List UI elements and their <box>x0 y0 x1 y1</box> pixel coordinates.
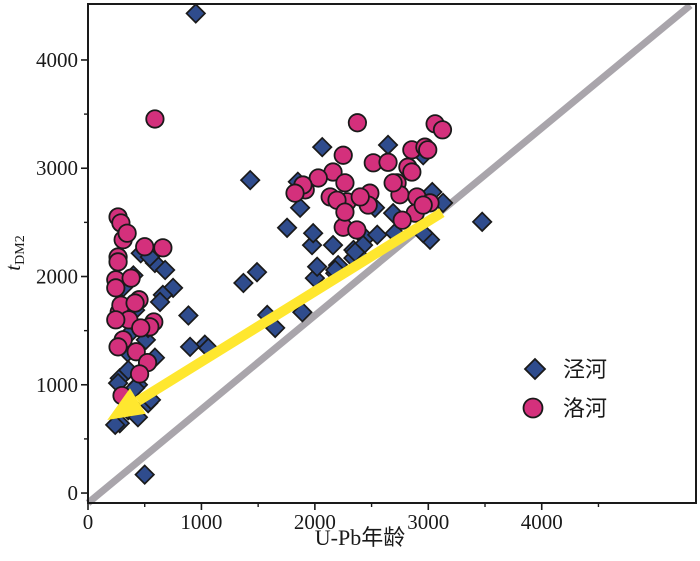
x-tick-label: 0 <box>83 510 94 534</box>
legend: 泾河 洛河 <box>522 357 607 421</box>
plot-frame <box>87 3 697 504</box>
legend-item-luohe: 洛河 <box>522 396 607 421</box>
data-point-diamond <box>185 3 207 24</box>
data-point-diamond <box>246 261 268 283</box>
data-point-circle <box>333 145 353 165</box>
series-jinghe <box>104 3 493 486</box>
data-point-circle <box>131 318 151 338</box>
data-point-circle <box>432 120 453 140</box>
data-point-diamond <box>179 336 201 358</box>
trend-arrow-head <box>107 388 146 420</box>
data-point-circle <box>130 364 150 384</box>
y-tick-label: 0 <box>68 481 79 505</box>
data-point-diamond <box>104 414 126 436</box>
x-axis-label: U-Pb年龄 <box>315 525 405 550</box>
plot-frame-layer <box>87 3 697 504</box>
data-point-circle <box>335 202 355 222</box>
data-point-diamond <box>276 217 298 239</box>
y-axis-label-main: t <box>1 264 25 271</box>
data-point-circle <box>402 162 422 182</box>
series-luohe <box>106 109 453 406</box>
diamond-marker-icon <box>523 357 547 381</box>
data-point-diamond <box>471 211 493 233</box>
data-point-circle <box>285 183 305 203</box>
data-point-diamond <box>366 224 388 246</box>
data-point-diamond <box>233 272 254 294</box>
data-point-diamond <box>306 256 328 278</box>
x-tick-label: 3000 <box>407 510 449 534</box>
data-point-circle <box>378 152 398 172</box>
data-point-circle <box>392 210 412 230</box>
data-point-diamond <box>377 134 399 156</box>
trend-arrow-shaft <box>135 208 445 406</box>
data-point-diamond <box>322 234 344 256</box>
data-point-circle <box>418 140 438 160</box>
data-point-diamond <box>177 305 199 326</box>
data-point-circle <box>106 278 126 298</box>
data-point-circle <box>413 195 433 215</box>
data-point-circle <box>108 252 128 272</box>
data-point-circle <box>347 220 367 240</box>
data-point-circle <box>308 168 328 188</box>
data-point-diamond <box>239 169 261 191</box>
y-axis-label-subscript: DM2 <box>13 235 28 265</box>
trend-arrow-layer <box>107 208 445 420</box>
data-point-diamond <box>149 291 171 313</box>
y-axis-label: tDM2 <box>1 235 28 270</box>
legend-label-jinghe: 泾河 <box>563 357 607 382</box>
x-tick-label: 2000 <box>294 510 336 534</box>
data-point-diamond <box>289 197 311 219</box>
data-point-circle <box>106 310 126 330</box>
data-point-diamond <box>154 259 176 281</box>
data-points-layer <box>104 3 493 486</box>
one-to-one-line <box>85 2 693 506</box>
data-point-circle <box>108 337 128 357</box>
data-point-diamond <box>302 222 324 244</box>
one-to-one-line-layer <box>85 2 693 506</box>
y-tick-label: 4000 <box>36 48 78 72</box>
axis-ticks-layer: 0 1000 2000 3000 4000 0 1000 2000 3000 4000 <box>36 48 600 534</box>
data-point-diamond <box>311 136 333 158</box>
y-tick-label: 1000 <box>36 373 78 397</box>
data-point-diamond <box>301 234 323 256</box>
data-point-circle <box>350 187 370 207</box>
data-point-circle <box>145 109 165 129</box>
data-point-circle <box>117 223 137 243</box>
data-point-circle <box>125 293 145 313</box>
data-point-diamond <box>162 277 184 299</box>
data-point-circle <box>383 173 403 193</box>
circle-marker-icon <box>522 397 544 419</box>
y-tick-label: 2000 <box>36 265 78 289</box>
data-point-circle <box>135 237 155 257</box>
x-tick-label: 1000 <box>180 510 222 534</box>
legend-item-jinghe: 泾河 <box>523 357 607 382</box>
legend-label-luohe: 洛河 <box>563 396 607 421</box>
data-point-circle <box>347 113 368 133</box>
data-point-circle <box>121 268 141 288</box>
data-point-circle <box>153 238 173 258</box>
x-tick-label: 4000 <box>521 510 563 534</box>
data-point-diamond <box>134 464 156 486</box>
y-tick-label: 3000 <box>36 156 78 180</box>
data-point-circle <box>335 173 355 193</box>
